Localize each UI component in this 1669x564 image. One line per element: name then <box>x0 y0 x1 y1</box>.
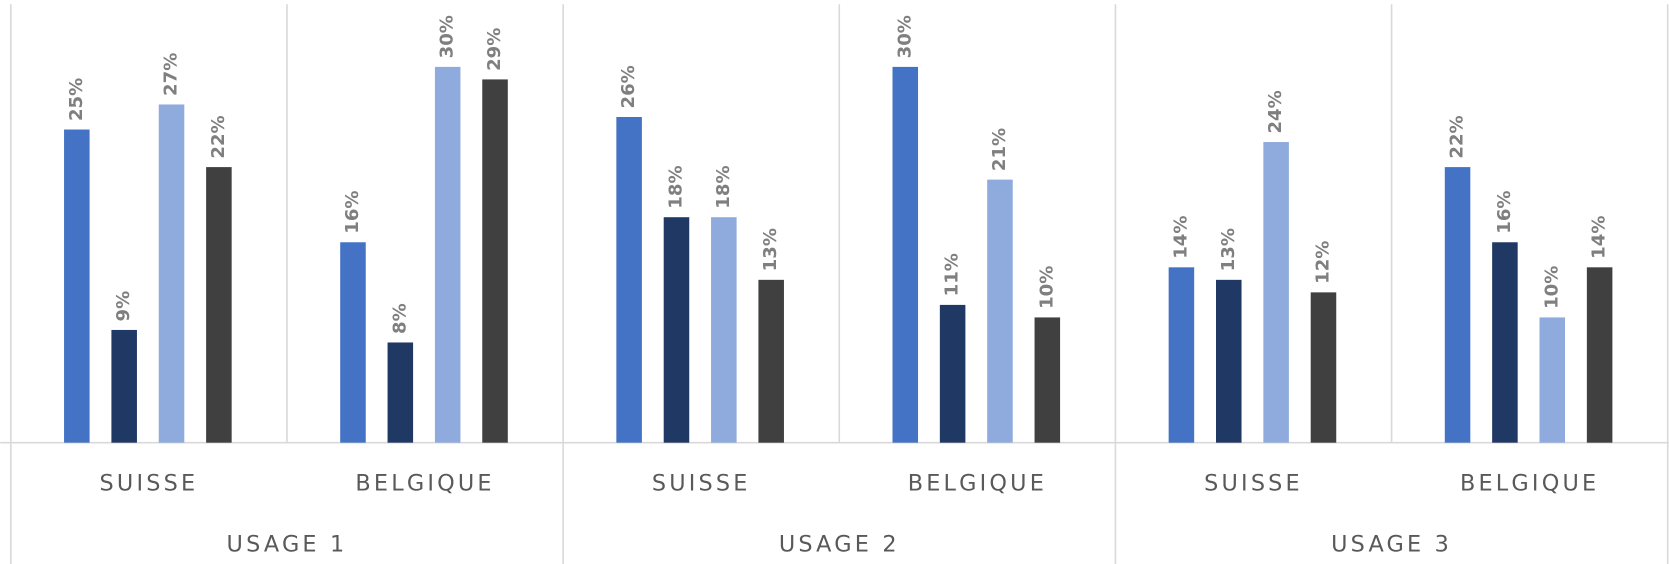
value-label: 29% <box>484 28 505 71</box>
value-label: 18% <box>665 165 686 208</box>
x-tick-label: SUISSE <box>1204 471 1303 497</box>
bar <box>987 179 1013 443</box>
value-label: 21% <box>989 128 1010 171</box>
value-label: 11% <box>942 253 963 296</box>
value-label: 14% <box>1170 216 1191 259</box>
value-label: 13% <box>1218 228 1239 271</box>
value-label: 18% <box>713 165 734 208</box>
bar <box>1310 292 1337 443</box>
bar <box>387 342 414 443</box>
bar <box>1444 167 1471 443</box>
x-tick-label: SUISSE <box>100 471 199 497</box>
bar <box>1215 279 1242 443</box>
value-label: 25% <box>66 78 87 121</box>
bar <box>1168 267 1195 443</box>
x-tick-label: SUISSE <box>652 471 751 497</box>
value-label: 10% <box>1541 266 1562 309</box>
value-label: 8% <box>389 303 410 334</box>
value-label: 30% <box>437 15 458 58</box>
bar <box>64 129 90 443</box>
bar <box>206 167 232 443</box>
group-label: USAGE 1 <box>227 531 348 557</box>
value-label: 16% <box>342 190 363 233</box>
bar <box>482 79 508 443</box>
value-label: 14% <box>1589 216 1610 259</box>
bar <box>892 66 919 443</box>
value-label: 30% <box>894 15 915 58</box>
x-tick-label: BELGIQUE <box>355 471 494 497</box>
bar <box>111 329 137 443</box>
value-label: 12% <box>1312 241 1333 284</box>
bar <box>1586 267 1613 443</box>
group-label: USAGE 3 <box>1331 531 1452 557</box>
bar <box>1263 142 1289 443</box>
x-tick-label: BELGIQUE <box>1460 471 1599 497</box>
value-label: 27% <box>161 53 182 96</box>
group-label: USAGE 2 <box>779 531 900 557</box>
bar <box>158 104 185 443</box>
bar <box>616 116 642 443</box>
x-tick-label: BELGIQUE <box>908 471 1047 497</box>
value-label: 24% <box>1265 90 1286 133</box>
value-label: 22% <box>1447 115 1468 158</box>
bar <box>711 217 737 443</box>
value-label: 10% <box>1036 266 1057 309</box>
bar <box>758 279 784 443</box>
bar <box>1539 317 1566 443</box>
bar <box>663 217 690 443</box>
bar <box>434 66 461 443</box>
value-label: 13% <box>760 228 781 271</box>
value-label: 16% <box>1494 190 1515 233</box>
value-label: 26% <box>618 65 639 108</box>
bar <box>1492 242 1518 443</box>
bar <box>939 304 966 443</box>
value-label: 22% <box>208 115 229 158</box>
bar <box>340 242 366 443</box>
bar <box>1034 317 1061 443</box>
value-label: 9% <box>113 291 134 322</box>
